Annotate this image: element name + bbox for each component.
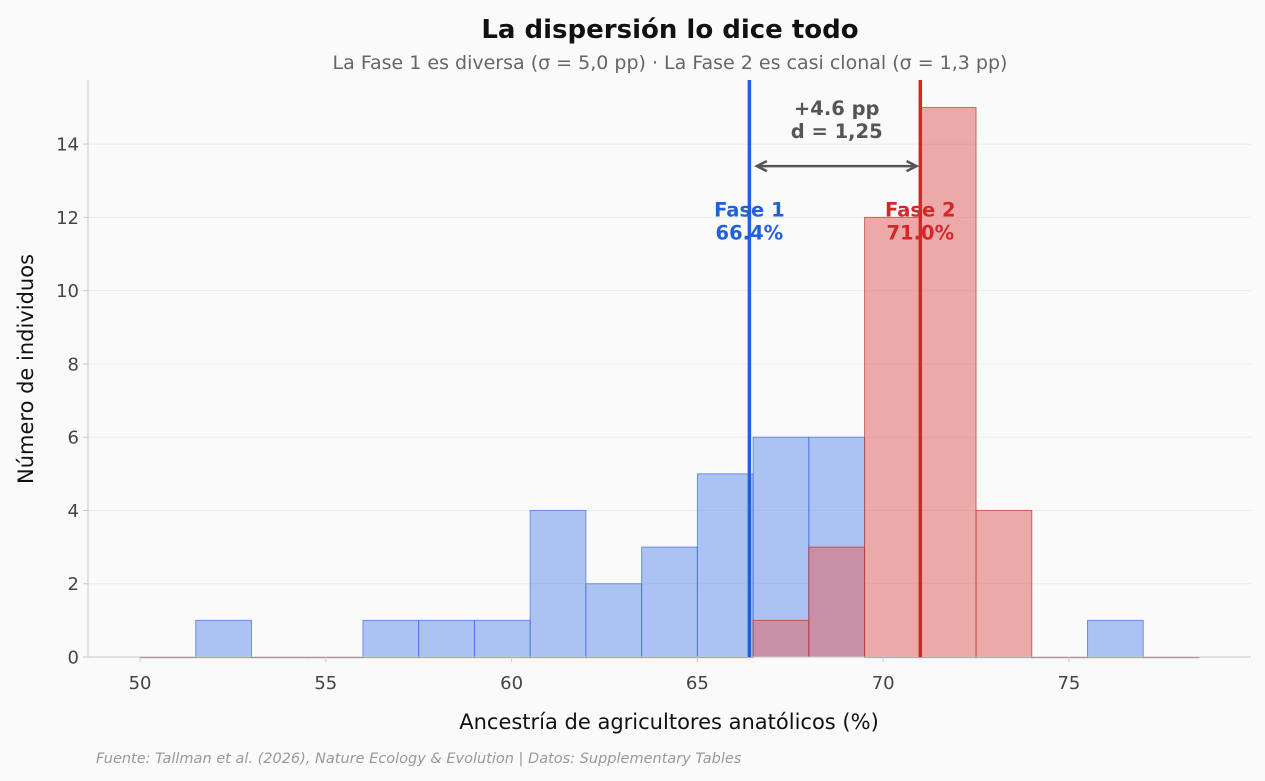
gridlines	[88, 143, 1251, 585]
fase-1-mean-value: 66.4%	[716, 221, 784, 244]
fase-2-bar	[864, 216, 921, 658]
fase-1-bar	[585, 583, 643, 658]
y-axis-label: Número de individuos	[14, 254, 38, 484]
y-tick-label: 6	[68, 428, 79, 449]
fase-2-bar	[975, 509, 1033, 658]
fase-1-bar	[641, 546, 698, 658]
fase-2-mean-annotation: Fase 2 71.0%	[885, 198, 956, 244]
y-tick-label: 4	[68, 501, 79, 522]
fase-2-label: Fase 2	[885, 198, 956, 221]
fase-1-histogram	[139, 436, 1200, 659]
fase-1-bar	[473, 619, 531, 658]
chart-title: La dispersión lo dice todo	[481, 15, 858, 45]
fase-2-mean-value: 71.0%	[886, 221, 954, 244]
fase-1-bar	[418, 619, 475, 658]
difference-arrow-head-right	[906, 159, 920, 173]
difference-label: +4.6 pp	[794, 97, 880, 120]
source-note: Fuente: Tallman et al. (2026), Nature Ec…	[96, 751, 742, 767]
fase-1-mean-annotation: Fase 1 66.4%	[714, 198, 785, 244]
x-tick-label: 75	[1057, 673, 1080, 694]
x-tick-label: 65	[686, 673, 709, 694]
fase-2-bar	[752, 619, 810, 658]
chart-subtitle: La Fase 1 es diversa (σ = 5,0 pp) · La F…	[333, 52, 1008, 74]
x-tick-label: 55	[314, 673, 337, 694]
fase-1-bar	[195, 619, 252, 658]
difference-annotation: +4.6 pp d = 1,25	[754, 97, 920, 173]
x-axis-label: Ancestría de agricultores anatólicos (%)	[459, 710, 879, 734]
difference-arrow-head-left	[754, 159, 768, 173]
effect-size-label: d = 1,25	[791, 120, 883, 143]
y-tick-label: 2	[68, 574, 79, 595]
fase-2-bar	[919, 106, 977, 658]
x-tick-label: 50	[129, 673, 152, 694]
y-tick-label: 0	[68, 648, 79, 669]
x-axis-ticks: 50 55 60 65 70 75	[129, 657, 1080, 694]
y-axis-ticks: 0 2 4 6 8 10 12 14	[56, 135, 88, 669]
fase-1-bar	[696, 473, 754, 658]
fase-1-bar	[529, 509, 587, 658]
fase-1-label: Fase 1	[714, 198, 785, 221]
fase-1-bar	[1087, 619, 1144, 658]
y-tick-label: 8	[68, 354, 79, 375]
fase-2-bar	[808, 546, 866, 658]
y-tick-label: 10	[56, 281, 79, 302]
x-tick-label: 60	[500, 673, 523, 694]
x-tick-label: 70	[872, 673, 895, 694]
y-tick-label: 14	[56, 135, 79, 156]
y-tick-label: 12	[56, 208, 79, 229]
fase-1-bar	[362, 619, 420, 658]
mean-lines	[747, 80, 923, 657]
